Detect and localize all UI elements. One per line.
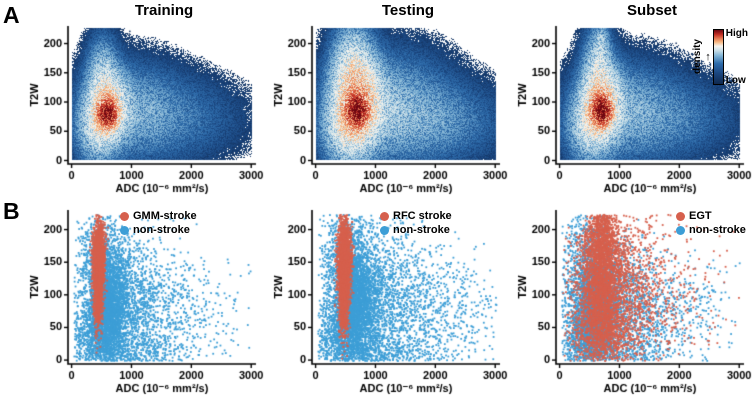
- left-gutter: [0, 22, 24, 200]
- density-cell-training: [24, 22, 268, 200]
- density-chart-training: [24, 22, 264, 200]
- colorbar-density-label: density: [692, 39, 704, 75]
- colorbar: density ↑ High Low: [692, 28, 748, 86]
- stroke-series-marker: [120, 212, 129, 221]
- non-stroke-series-label: non-stroke: [689, 224, 746, 236]
- stroke-series-marker: [380, 212, 389, 221]
- legend-item-stroke: GMM-stroke: [120, 210, 197, 223]
- legend-subset: EGT non-stroke: [676, 210, 746, 237]
- density-chart-subset: [512, 22, 752, 200]
- panel-label-b: B: [3, 198, 20, 224]
- non-stroke-series-label: non-stroke: [133, 224, 190, 236]
- stroke-series-marker: [676, 212, 685, 221]
- column-title-testing: Testing: [381, 2, 435, 19]
- column-title-subset: Subset: [626, 2, 677, 19]
- colorbar-low-label: Low: [725, 75, 746, 86]
- stroke-series-label: EGT: [689, 210, 712, 222]
- non-stroke-series-marker: [676, 226, 685, 235]
- stroke-series-label: RFC stroke: [393, 210, 452, 222]
- scatter-chart-training: [24, 200, 264, 400]
- non-stroke-series-marker: [120, 226, 129, 235]
- legend-training: GMM-stroke non-stroke: [120, 210, 197, 237]
- left-gutter: [0, 200, 24, 400]
- stroke-series-label: GMM-stroke: [133, 210, 197, 222]
- legend-item-stroke: EGT: [676, 210, 746, 223]
- scatter-cell-training: GMM-stroke non-stroke: [24, 200, 268, 400]
- scatter-chart-subset: [512, 200, 752, 400]
- legend-item-stroke: RFC stroke: [380, 210, 452, 223]
- density-cell-subset: density ↑ High Low: [512, 22, 756, 200]
- scatter-row: GMM-stroke non-stroke RFC stroke non-str…: [0, 200, 756, 400]
- legend-testing: RFC stroke non-stroke: [380, 210, 452, 237]
- column-title-training: Training: [134, 2, 194, 19]
- column-titles: Training Testing Subset: [0, 2, 756, 22]
- legend-item-non-stroke: non-stroke: [120, 224, 197, 237]
- panel-label-a: A: [3, 2, 20, 28]
- colorbar-up-arrow-icon: ↑: [705, 51, 711, 63]
- legend-item-non-stroke: non-stroke: [676, 224, 746, 237]
- non-stroke-series-marker: [380, 226, 389, 235]
- density-cell-testing: [268, 22, 512, 200]
- non-stroke-series-label: non-stroke: [393, 224, 450, 236]
- colorbar-high-label: High: [725, 28, 748, 39]
- density-row: density ↑ High Low: [0, 22, 756, 200]
- density-chart-testing: [268, 22, 508, 200]
- colorbar-gradient: [712, 29, 724, 85]
- colorbar-end-labels: High Low: [726, 28, 748, 86]
- legend-item-non-stroke: non-stroke: [380, 224, 452, 237]
- scatter-cell-subset: EGT non-stroke: [512, 200, 756, 400]
- scatter-cell-testing: RFC stroke non-stroke: [268, 200, 512, 400]
